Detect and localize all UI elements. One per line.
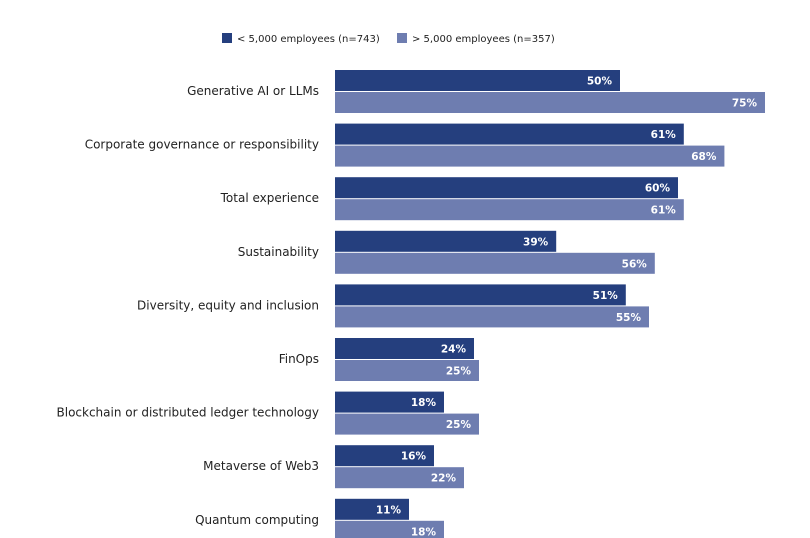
category-label: Corporate governance or responsibility	[85, 138, 319, 152]
legend-swatch-large	[397, 33, 407, 43]
bar-small	[335, 284, 626, 306]
bar-large	[335, 92, 765, 113]
bar-small	[335, 177, 678, 199]
data-label: 18%	[411, 397, 437, 409]
bar-small	[335, 230, 557, 252]
category-label: Blockchain or distributed ledger technol…	[57, 406, 320, 420]
legend-label-large: > 5,000 employees (n=357)	[412, 34, 555, 45]
data-label: 22%	[431, 473, 457, 485]
data-label: 55%	[616, 312, 642, 324]
bar-large	[335, 145, 725, 167]
bar-small	[335, 391, 444, 413]
bar-small	[335, 498, 409, 520]
data-label: 50%	[587, 76, 613, 88]
bar-large	[335, 252, 655, 274]
data-label: 61%	[651, 129, 677, 141]
data-label: 25%	[446, 366, 472, 378]
data-label: 25%	[446, 419, 472, 431]
data-label: 11%	[376, 504, 402, 516]
category-label: Sustainability	[238, 245, 319, 259]
category-label: Diversity, equity and inclusion	[137, 298, 319, 312]
bar-small	[335, 445, 434, 467]
data-label: 61%	[651, 205, 677, 217]
bar-large	[335, 413, 479, 435]
category-label: Generative AI or LLMs	[187, 84, 319, 98]
data-label: 39%	[523, 236, 549, 248]
bar-small	[335, 338, 474, 359]
category-label: Metaverse of Web3	[203, 459, 319, 473]
bar-large	[335, 199, 684, 221]
legend-swatch-small	[222, 33, 232, 43]
bar-large	[335, 467, 464, 489]
legend-label-small: < 5,000 employees (n=743)	[237, 34, 380, 45]
bar-small	[335, 70, 620, 91]
bar-large	[335, 360, 479, 381]
bar-large	[335, 306, 649, 328]
category-label: FinOps	[279, 352, 319, 366]
bar-large	[335, 520, 444, 538]
data-label: 18%	[411, 526, 437, 538]
data-label: 24%	[441, 344, 467, 356]
data-label: 75%	[732, 98, 758, 110]
data-label: 51%	[593, 290, 619, 302]
data-label: 68%	[691, 151, 717, 163]
data-label: 56%	[622, 258, 648, 270]
category-label: Quantum computing	[195, 513, 319, 527]
data-label: 16%	[401, 451, 427, 463]
legend: < 5,000 employees (n=743) > 5,000 employ…	[222, 33, 555, 45]
category-label: Total experience	[220, 191, 319, 205]
data-label: 60%	[645, 183, 671, 195]
bar-small	[335, 123, 684, 145]
